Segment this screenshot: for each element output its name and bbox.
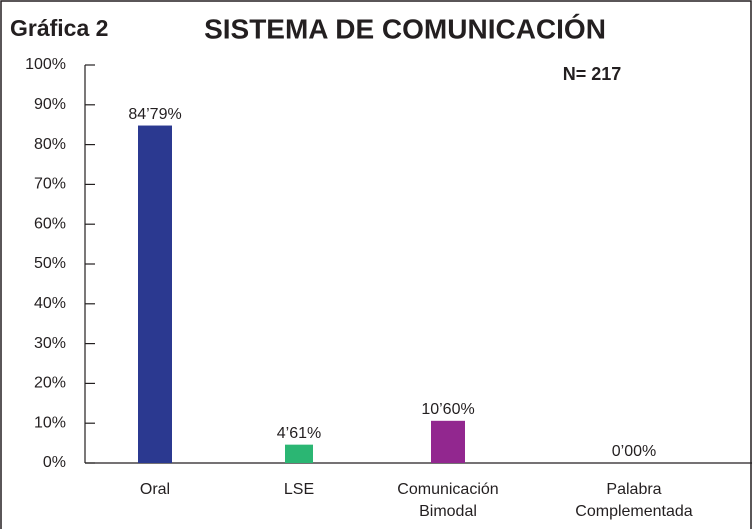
annotation: N= 217 bbox=[563, 64, 622, 84]
y-tick-label: 50% bbox=[34, 255, 66, 272]
y-tick-label: 100% bbox=[25, 56, 66, 73]
x-tick-label: Oral bbox=[139, 481, 171, 498]
y-tick-label: 0% bbox=[43, 454, 66, 471]
bar bbox=[285, 444, 313, 463]
chart-label: Gráfica 2 bbox=[10, 15, 108, 41]
y-tick-label: 30% bbox=[34, 335, 66, 352]
y-tick-label: 40% bbox=[34, 295, 66, 312]
y-tick-label: 20% bbox=[34, 375, 66, 392]
y-tick-label: 10% bbox=[34, 414, 66, 431]
y-tick-label: 80% bbox=[34, 136, 66, 153]
value-label: 4’61% bbox=[277, 425, 321, 442]
y-tick-label: 60% bbox=[34, 215, 66, 232]
y-tick-label: 90% bbox=[34, 96, 66, 113]
x-tick-label: Palabra Complementada bbox=[575, 481, 693, 520]
bar bbox=[138, 125, 172, 463]
y-tick-label: 70% bbox=[34, 176, 66, 193]
x-tick-label: LSE bbox=[283, 481, 315, 498]
value-label: 10’60% bbox=[421, 401, 474, 418]
value-label: 84’79% bbox=[128, 106, 181, 123]
value-label: 0’00% bbox=[612, 443, 656, 460]
x-tick-label: Comunicación Bimodal bbox=[397, 481, 499, 520]
chart-title: SISTEMA DE COMUNICACIÓN bbox=[204, 13, 606, 44]
bar bbox=[431, 420, 465, 463]
